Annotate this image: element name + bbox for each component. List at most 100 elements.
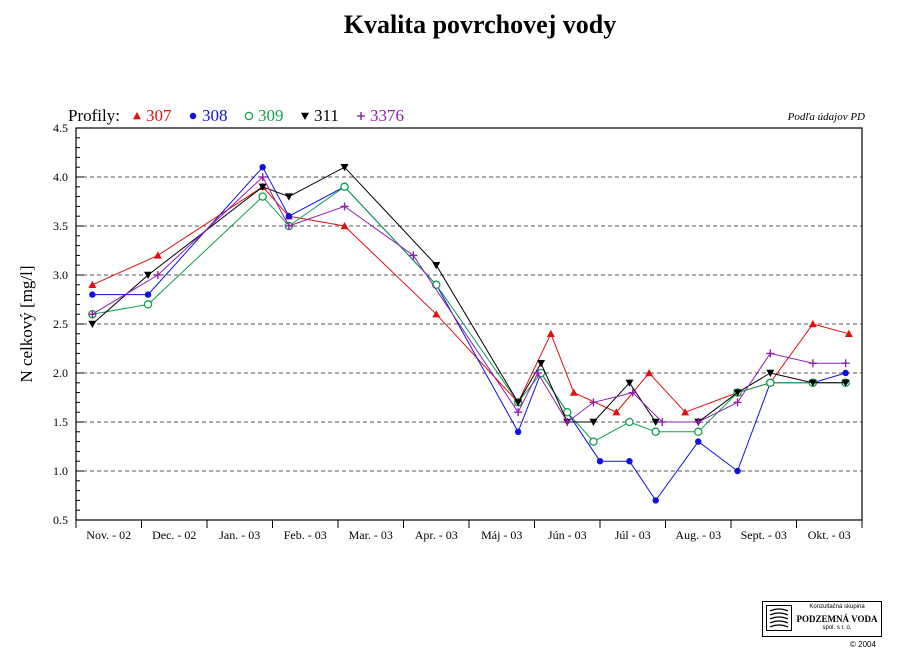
y-tick-label: 2.0 [53, 366, 68, 380]
x-tick-label: Nov. - 02 [86, 528, 131, 542]
data-point [432, 310, 441, 318]
x-tick-label: Aug. - 03 [675, 528, 721, 542]
logo-line-3: spol. s r. o. [822, 625, 852, 631]
series-3376 [88, 173, 850, 426]
data-point [589, 398, 598, 407]
data-point [808, 359, 817, 368]
data-point [409, 251, 418, 260]
data-point [244, 111, 254, 121]
y-tick-label: 3.0 [53, 268, 68, 282]
data-point [88, 280, 97, 288]
data-point [189, 112, 197, 120]
data-point [357, 112, 365, 120]
data-point [514, 408, 523, 417]
series-307 [88, 182, 853, 416]
data-point [285, 213, 293, 220]
data-point [88, 320, 97, 328]
y-tick-label: 4.5 [53, 121, 68, 135]
data-point [589, 437, 598, 446]
data-point [143, 300, 153, 309]
logo-mark-icon [766, 605, 792, 631]
data-point [284, 222, 293, 230]
data-point [766, 369, 775, 377]
legend-item-3376: 3376 [357, 106, 404, 125]
data-point [133, 112, 141, 120]
source-note: Podľa údajov PD [787, 111, 865, 123]
data-point [841, 379, 850, 387]
data-point [340, 222, 349, 230]
data-point [340, 182, 349, 192]
x-tick-label: Jan. - 03 [219, 528, 260, 542]
y-tick-label: 1.0 [53, 464, 68, 478]
data-point [841, 359, 850, 368]
data-point [153, 251, 162, 259]
data-point [258, 173, 267, 181]
data-point [546, 329, 555, 337]
x-tick-label: Sept. - 03 [741, 528, 787, 542]
data-point [695, 438, 702, 445]
y-axis-label: N celkový [mg/l] [17, 265, 36, 382]
data-point [628, 388, 637, 397]
y-tick-label: 1.5 [53, 415, 68, 429]
company-logo: Konzultačná skupina PODZEMNÁ VODA spol. … [762, 601, 882, 637]
legend-item-311: 311 [301, 106, 339, 125]
data-point [733, 389, 742, 397]
legend: Profily: 307 308 309 311 3376 [68, 106, 404, 125]
data-point [766, 378, 775, 388]
data-point [681, 408, 690, 416]
logo-line-2: PODZEMNÁ VODA [796, 614, 878, 624]
data-point [844, 329, 853, 337]
legend-label: 311 [314, 106, 339, 125]
series-309 [88, 182, 850, 446]
x-tick-label: Máj - 03 [481, 528, 522, 542]
series-line [92, 186, 846, 443]
data-point [258, 192, 267, 201]
data-point [694, 418, 703, 426]
data-point [651, 427, 660, 437]
data-point [563, 407, 572, 417]
data-point [658, 418, 667, 426]
x-tick-label: Mar. - 03 [349, 528, 393, 542]
data-point [626, 458, 633, 465]
data-point [651, 418, 660, 426]
x-tick-label: Feb. - 03 [284, 528, 327, 542]
legend-label: 308 [202, 106, 228, 125]
legend-label: 307 [146, 106, 172, 125]
data-point [652, 497, 659, 504]
data-point [89, 291, 96, 298]
data-point [766, 349, 775, 358]
data-point [144, 271, 153, 279]
data-point [808, 379, 817, 387]
data-point [340, 164, 349, 172]
x-tick-label: Okt. - 03 [808, 528, 851, 542]
y-tick-label: 4.0 [53, 170, 68, 184]
legend-label: 3376 [370, 106, 404, 125]
y-tick-label: 3.5 [53, 219, 68, 233]
x-tick-label: Dec. - 02 [152, 528, 196, 542]
data-point [88, 310, 97, 319]
data-point [589, 418, 598, 426]
data-point [596, 458, 604, 465]
legend-item-309: 309 [244, 106, 284, 125]
data-point [645, 369, 654, 377]
data-point [563, 418, 572, 426]
data-point [842, 369, 849, 377]
data-point [733, 398, 742, 407]
data-point [569, 388, 578, 396]
data-point [734, 467, 741, 475]
data-point [533, 369, 542, 377]
legend-prefix: Profily: [68, 106, 120, 125]
data-point [431, 280, 441, 290]
data-point [612, 408, 621, 416]
data-point [284, 193, 293, 201]
series-311 [88, 164, 850, 426]
data-point [625, 379, 634, 387]
x-tick-label: Jún - 03 [548, 528, 587, 542]
y-tick-label: 0.5 [53, 513, 68, 527]
copyright-text: © 2004 [850, 640, 876, 649]
x-tick-label: Apr. - 03 [415, 528, 458, 542]
x-tick-label: Júl - 03 [615, 528, 651, 542]
legend-label: 309 [258, 106, 284, 125]
series-line [92, 166, 846, 502]
series-line [92, 166, 846, 423]
